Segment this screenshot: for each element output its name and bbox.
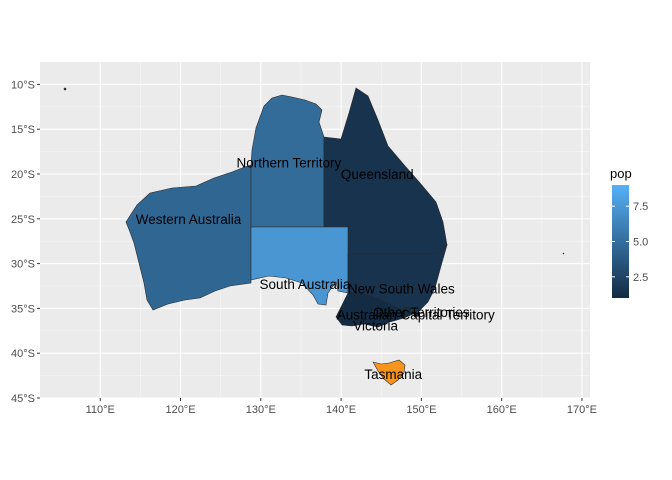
region-victoria <box>335 292 419 328</box>
x-tick-label: 140°E <box>326 404 356 416</box>
x-tick-label: 160°E <box>487 404 517 416</box>
y-tick-label: 20°S <box>11 169 35 181</box>
x-tick-label: 150°E <box>406 404 436 416</box>
region-act <box>403 306 412 315</box>
region-label: Other Territories <box>373 305 470 320</box>
legend-tick-label: 7.5 <box>633 201 648 213</box>
region-label: Victoria <box>353 318 398 333</box>
region-western-australia <box>125 164 252 311</box>
region-christmas-island <box>63 87 67 91</box>
y-tick-label: 35°S <box>11 303 35 315</box>
legend-colorbar <box>612 185 629 298</box>
y-tick-label: 45°S <box>11 393 35 405</box>
region-label: Northern Territory <box>237 155 342 170</box>
region-tasmania <box>372 359 406 386</box>
region-label: Queensland <box>341 167 414 182</box>
legend-title: pop <box>610 166 632 181</box>
region-norfolk-island <box>562 252 565 255</box>
region-south-australia <box>250 226 349 306</box>
region-labels: Western Australia Northern TerritoryQueen… <box>136 155 495 381</box>
legend-tick-label: 2.5 <box>633 272 648 284</box>
region-label: South Australia <box>260 277 351 292</box>
x-tick-label: 170°E <box>567 404 597 416</box>
axes: 110°E 120°E 130°E 140°E 150°E 160°E 170°E 10°S 1… <box>11 79 597 416</box>
x-tick-label: 120°E <box>165 404 195 416</box>
region-label: Western Australia <box>136 212 242 227</box>
region-label: Australian Capital Territory <box>337 308 495 323</box>
y-tick-label: 25°S <box>11 214 35 226</box>
y-tick-label: 40°S <box>11 348 35 360</box>
y-tick-label: 30°S <box>11 259 35 271</box>
x-tick-label: 130°E <box>246 404 276 416</box>
legend-tick-label: 5.0 <box>633 237 648 249</box>
region-shapes <box>63 87 565 386</box>
color-legend: pop 2.5 5.0 7.5 <box>610 166 648 298</box>
region-other-territories <box>413 311 420 318</box>
region-label: Tasmania <box>364 367 422 382</box>
y-tick-label: 15°S <box>11 124 35 136</box>
region-label: New South Wales <box>348 282 455 297</box>
x-tick-label: 110°E <box>86 404 115 416</box>
y-tick-label: 10°S <box>11 79 35 91</box>
